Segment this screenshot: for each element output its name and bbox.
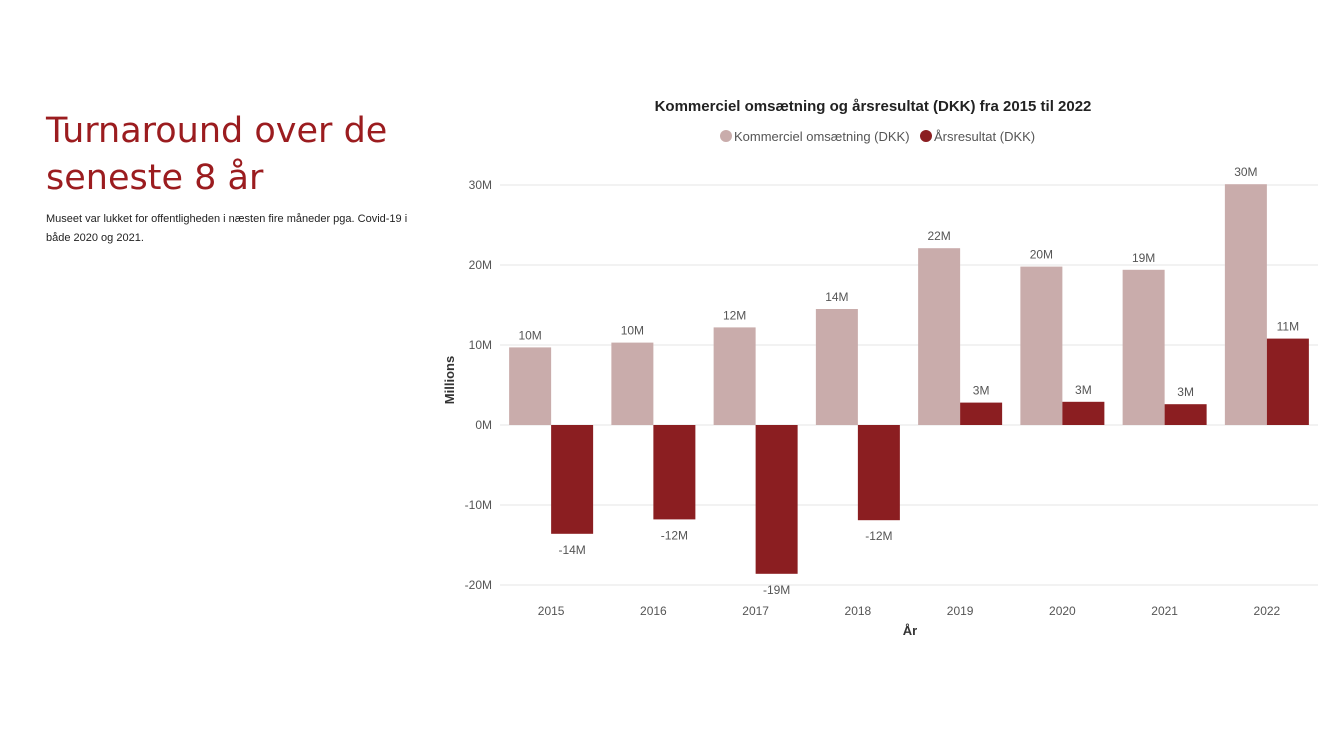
data-label: -12M — [865, 529, 892, 543]
y-tick-label: -20M — [465, 578, 492, 592]
data-label: 14M — [825, 290, 848, 304]
data-label: -19M — [763, 583, 790, 597]
bar-omsaetning — [611, 342, 654, 425]
text-panel: Turnaround over de seneste 8 år Museet v… — [46, 108, 426, 248]
legend-marker-omsaetning — [720, 130, 732, 142]
bar-aarsresultat — [1062, 401, 1105, 425]
x-tick-label: 2022 — [1254, 604, 1281, 618]
x-tick-label: 2021 — [1151, 604, 1178, 618]
chart-title: Kommerciel omsætning og årsresultat (DKK… — [655, 98, 1092, 115]
y-tick-label: -10M — [465, 498, 492, 512]
y-tick-label: 30M — [469, 178, 492, 192]
x-axis-label: År — [903, 623, 917, 638]
data-label: 20M — [1030, 248, 1053, 262]
x-tick-label: 2017 — [742, 604, 769, 618]
bar-omsaetning — [815, 309, 858, 425]
data-label: 19M — [1132, 251, 1155, 265]
bar-omsaetning — [1020, 266, 1063, 425]
x-tick-label: 2018 — [845, 604, 872, 618]
bar-omsaetning — [713, 327, 756, 425]
data-label: 3M — [1075, 383, 1092, 397]
data-label: 3M — [973, 384, 990, 398]
bar-omsaetning — [509, 347, 552, 425]
x-tick-label: 2019 — [947, 604, 974, 618]
data-label: -14M — [558, 543, 585, 557]
data-label: 22M — [927, 229, 950, 243]
bar-omsaetning — [1224, 184, 1267, 425]
slide-heading: Turnaround over de seneste 8 år — [46, 111, 388, 198]
bar-aarsresultat — [960, 402, 1003, 425]
y-tick-label: 0M — [475, 418, 492, 432]
x-tick-label: 2020 — [1049, 604, 1076, 618]
bar-aarsresultat — [1266, 338, 1309, 425]
legend-label-omsaetning: Kommerciel omsætning (DKK) — [734, 129, 910, 144]
bar-aarsresultat — [857, 425, 900, 521]
data-label: 30M — [1234, 165, 1257, 179]
bar-aarsresultat — [653, 425, 696, 520]
x-tick-label: 2016 — [640, 604, 667, 618]
data-label: -12M — [661, 528, 688, 542]
data-label: 12M — [723, 308, 746, 322]
bar-aarsresultat — [755, 425, 798, 574]
legend-marker-aarsresultat — [920, 130, 932, 142]
bar-chart: Kommerciel omsætning og årsresultat (DKK… — [442, 98, 1318, 638]
bar-aarsresultat — [551, 425, 594, 534]
data-label: 10M — [621, 324, 644, 338]
x-tick-label: 2015 — [538, 604, 565, 618]
slide-description: Museet var lukket for offentligheden i n… — [46, 213, 408, 244]
y-tick-label: 10M — [469, 338, 492, 352]
data-label: 11M — [1277, 320, 1299, 334]
bar-omsaetning — [918, 248, 961, 425]
chart-container: Kommerciel omsætning og årsresultat (DKK… — [430, 86, 1333, 656]
bar-omsaetning — [1122, 269, 1165, 425]
legend-label-aarsresultat: Årsresultat (DKK) — [934, 129, 1035, 144]
bar-aarsresultat — [1164, 404, 1207, 425]
y-tick-label: 20M — [469, 258, 492, 272]
y-axis-label: Millions — [442, 356, 457, 404]
data-label: 10M — [518, 328, 541, 342]
data-label: 3M — [1177, 385, 1194, 399]
